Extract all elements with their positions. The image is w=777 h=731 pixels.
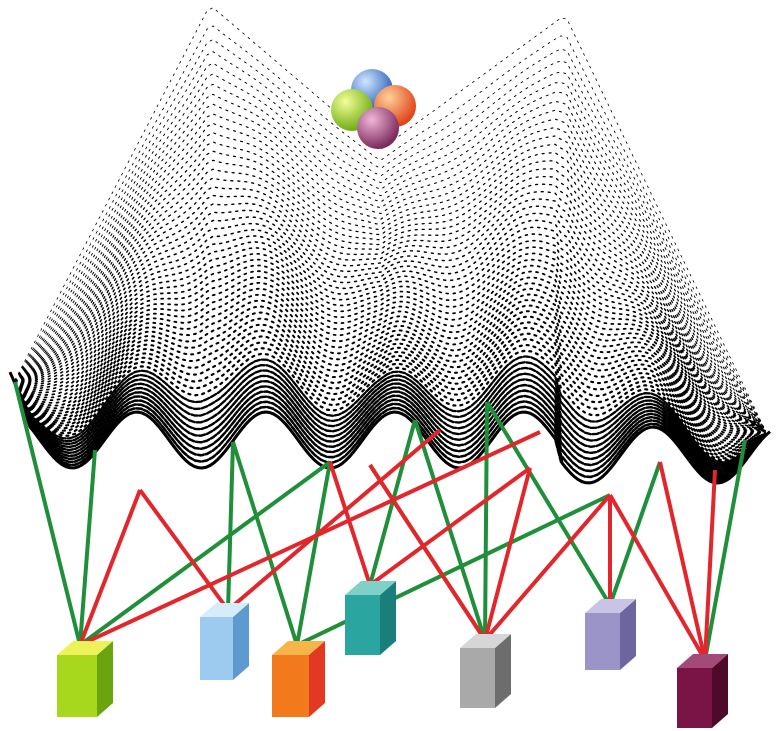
box-front [272,655,309,717]
box-front [57,655,97,717]
box-front [200,617,233,680]
landscape-illustration [0,0,777,731]
box-front [460,648,495,708]
line [228,442,233,610]
line [297,462,330,645]
balls [331,69,416,149]
box-front [677,668,712,728]
box-front [585,613,620,670]
ridge-line [15,8,765,430]
box-front [345,595,380,655]
line [297,495,610,645]
line [330,462,370,585]
line [610,462,660,605]
line [485,402,487,640]
ball [357,107,399,149]
line [660,462,705,660]
cell-boxes [57,581,728,728]
